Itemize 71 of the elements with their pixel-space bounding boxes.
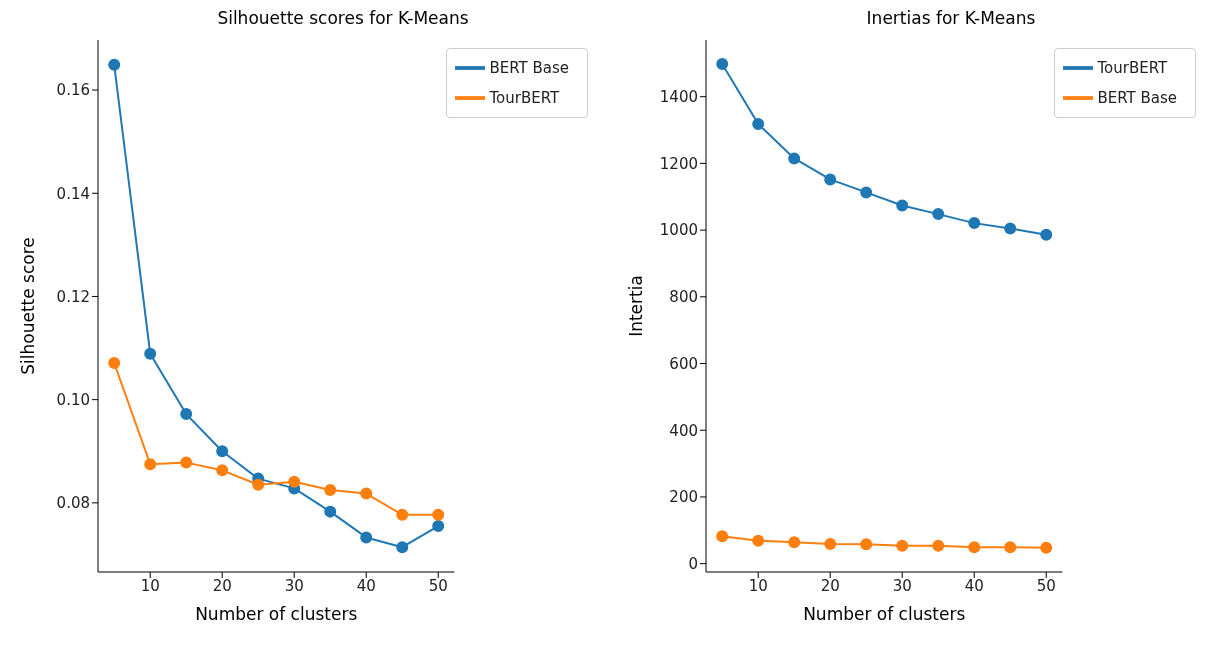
y-tick-label: 600 <box>669 354 698 373</box>
point <box>396 541 409 554</box>
x-tick-label: 50 <box>1036 576 1056 595</box>
y-tick-label: 0.14 <box>56 184 90 203</box>
point <box>432 520 445 533</box>
chart-title: Inertias for K-Means <box>865 8 1037 30</box>
x-tick-label: 30 <box>284 576 304 595</box>
y-axis-title: Silhouette score <box>18 237 39 375</box>
y-tick-label: 400 <box>669 421 698 440</box>
y-tick-label: 0 <box>688 554 698 573</box>
point <box>752 118 765 131</box>
y-tick-label: 0.10 <box>56 390 90 409</box>
point <box>216 445 229 458</box>
y-axis-title: Intertia <box>626 275 647 337</box>
point <box>968 217 981 230</box>
point <box>860 538 873 551</box>
legend-label: BERT Base <box>1097 88 1177 107</box>
x-tick-label: 20 <box>820 576 840 595</box>
point <box>144 347 157 360</box>
y-tick-label: 1200 <box>659 154 698 173</box>
point <box>752 534 765 547</box>
x-tick-label: 50 <box>428 576 448 595</box>
point <box>1004 541 1017 554</box>
point <box>324 505 337 518</box>
point <box>108 357 121 370</box>
x-axis-title: Number of clusters <box>195 604 358 624</box>
point <box>360 487 373 500</box>
chart-title: Silhouette scores for K-Means <box>216 8 470 30</box>
point <box>788 536 801 549</box>
point <box>288 475 301 488</box>
point <box>1004 222 1017 235</box>
point <box>180 456 193 469</box>
x-tick-label: 10 <box>748 576 768 595</box>
point <box>824 537 837 550</box>
x-tick-label: 10 <box>140 576 160 595</box>
legend-label: TourBERT <box>489 88 560 107</box>
point <box>716 58 729 71</box>
y-tick-label: 200 <box>669 488 698 507</box>
point <box>932 208 945 221</box>
y-tick-label: 0.12 <box>56 287 90 306</box>
point <box>432 508 445 521</box>
y-tick-label: 1400 <box>659 88 698 107</box>
point <box>932 539 945 552</box>
point <box>896 539 909 552</box>
point <box>824 173 837 186</box>
point <box>144 458 157 471</box>
x-tick-label: 30 <box>892 576 912 595</box>
legend-label: TourBERT <box>1097 58 1168 77</box>
y-tick-label: 0.08 <box>56 494 90 513</box>
x-axis-title: Number of clusters <box>803 604 966 624</box>
x-tick-label: 40 <box>964 576 984 595</box>
point <box>324 483 337 496</box>
point <box>396 508 409 521</box>
y-tick-label: 1000 <box>659 221 698 240</box>
point <box>216 464 229 477</box>
point <box>108 58 121 71</box>
point <box>360 531 373 544</box>
point <box>1040 228 1053 241</box>
point <box>252 478 265 491</box>
point <box>1040 541 1053 554</box>
x-tick-label: 40 <box>356 576 376 595</box>
point <box>860 186 873 199</box>
y-tick-label: 0.16 <box>56 81 90 100</box>
point <box>716 530 729 543</box>
point <box>896 199 909 212</box>
point <box>180 408 193 421</box>
x-tick-label: 20 <box>212 576 232 595</box>
point <box>968 541 981 554</box>
legend-label: BERT Base <box>489 58 569 77</box>
y-tick-label: 800 <box>669 288 698 307</box>
point <box>788 152 801 165</box>
